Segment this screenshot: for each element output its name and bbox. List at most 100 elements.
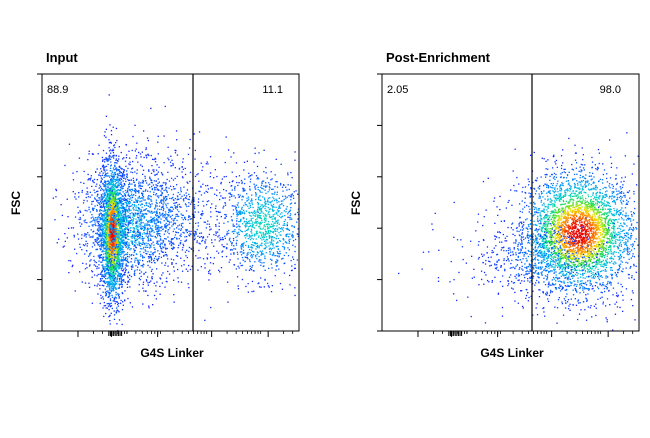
- event-point: [91, 203, 93, 205]
- event-point: [126, 283, 128, 285]
- event-point: [204, 267, 206, 269]
- event-point: [135, 257, 138, 259]
- event-point: [202, 258, 205, 260]
- event-point: [164, 216, 166, 218]
- event-point: [102, 266, 104, 268]
- event-point: [131, 254, 133, 256]
- event-point: [102, 219, 105, 221]
- event-point: [120, 277, 122, 279]
- event-point: [132, 177, 134, 179]
- event-point: [126, 170, 128, 172]
- event-point: [120, 238, 122, 240]
- event-point: [64, 233, 66, 235]
- event-point: [96, 168, 98, 170]
- event-point: [107, 172, 109, 174]
- event-point: [112, 252, 114, 254]
- event-point: [151, 229, 153, 231]
- event-point: [113, 318, 116, 320]
- event-point: [107, 261, 109, 263]
- event-point: [103, 238, 105, 240]
- event-point: [151, 277, 153, 279]
- event-point: [121, 253, 123, 255]
- event-point: [142, 226, 144, 228]
- event-point: [141, 192, 143, 194]
- event-point: [120, 202, 122, 204]
- event-point: [207, 163, 209, 165]
- event-point: [151, 212, 154, 214]
- event-point: [105, 205, 107, 207]
- event-point: [150, 254, 152, 256]
- event-point: [137, 228, 139, 231]
- event-point: [147, 282, 149, 284]
- event-point: [108, 147, 110, 149]
- event-point: [113, 199, 115, 202]
- event-point: [91, 208, 94, 210]
- event-point: [111, 261, 114, 263]
- event-point: [97, 273, 99, 276]
- event-point: [101, 214, 103, 216]
- event-point: [287, 216, 289, 218]
- event-point: [88, 265, 91, 267]
- event-point: [177, 191, 179, 194]
- event-point: [144, 205, 146, 207]
- event-point: [184, 218, 187, 221]
- event-point: [108, 196, 111, 198]
- event-point: [117, 237, 119, 239]
- event-point: [107, 184, 109, 186]
- event-point: [110, 291, 113, 293]
- event-point: [109, 260, 111, 263]
- event-point: [109, 280, 111, 282]
- event-point: [127, 245, 129, 247]
- event-point: [117, 168, 119, 171]
- event-point: [213, 257, 215, 259]
- event-point: [128, 195, 130, 197]
- event-point: [134, 241, 136, 243]
- event-point: [114, 206, 117, 209]
- event-point: [102, 259, 104, 261]
- event-point: [153, 211, 155, 214]
- event-point: [102, 166, 105, 168]
- event-point: [131, 265, 133, 268]
- event-point: [110, 248, 112, 250]
- event-point: [162, 241, 164, 243]
- event-point: [255, 184, 258, 186]
- event-point: [142, 266, 144, 268]
- event-point: [104, 229, 106, 232]
- event-point: [96, 237, 98, 239]
- event-point: [108, 259, 110, 261]
- event-point: [113, 206, 115, 208]
- event-point: [182, 246, 184, 249]
- event-point: [106, 283, 109, 286]
- event-point: [127, 198, 129, 200]
- event-point: [146, 231, 148, 233]
- event-point: [131, 224, 134, 226]
- event-point: [121, 248, 123, 251]
- event-point: [115, 241, 117, 243]
- event-point: [123, 177, 125, 179]
- event-point: [141, 219, 143, 221]
- event-point: [123, 169, 125, 171]
- event-point: [133, 209, 135, 211]
- event-point: [166, 219, 168, 221]
- event-point: [121, 176, 124, 178]
- event-point: [184, 173, 187, 176]
- event-point: [138, 220, 140, 223]
- event-point: [107, 185, 109, 188]
- event-point: [112, 269, 115, 272]
- event-point: [240, 247, 242, 249]
- event-point: [93, 255, 95, 258]
- event-point: [130, 236, 132, 238]
- event-point: [124, 253, 127, 256]
- event-point: [153, 218, 155, 220]
- event-point: [115, 192, 117, 194]
- event-point: [104, 217, 106, 219]
- event-point: [151, 221, 153, 223]
- event-point: [110, 164, 112, 166]
- event-point: [97, 228, 99, 230]
- event-point: [141, 210, 143, 213]
- event-point: [195, 192, 197, 194]
- event-point: [170, 185, 172, 187]
- event-point: [190, 201, 193, 203]
- event-point: [183, 186, 185, 188]
- event-point: [218, 234, 220, 237]
